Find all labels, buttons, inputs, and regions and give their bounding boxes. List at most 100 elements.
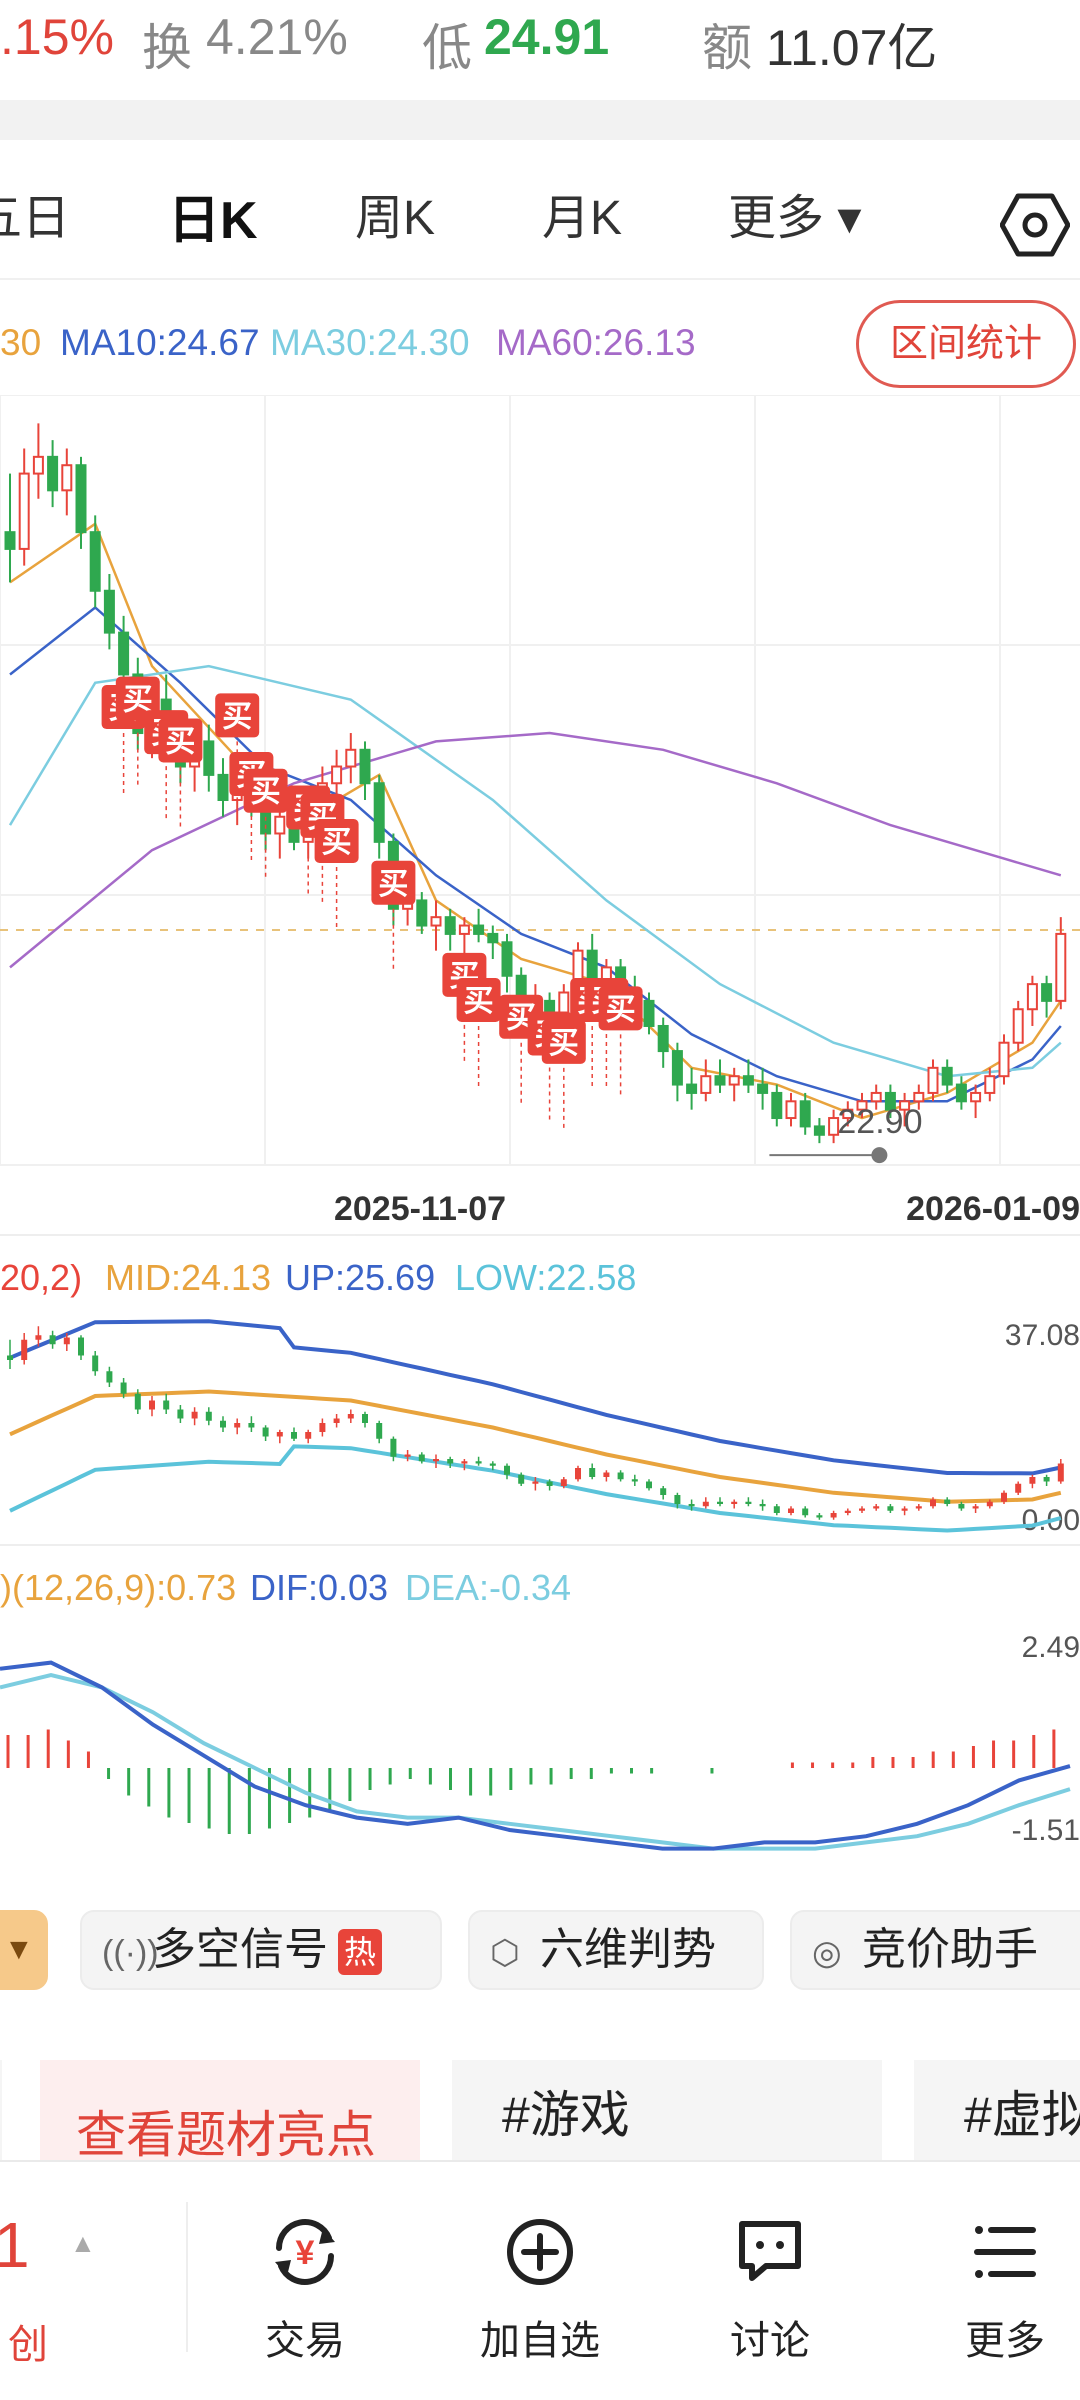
candle-body (927, 1066, 939, 1094)
boll-candle-body (873, 1506, 880, 1509)
chip-long-short-signal[interactable]: ((·))多空信号热 (80, 1910, 442, 1990)
boll-candle-body (788, 1508, 794, 1513)
buy-marker-badge (243, 768, 288, 813)
divider-band (0, 100, 1080, 140)
kline-chart-area[interactable]: 买买买买买买买买买买买买买买买买买买买 22.90 2025-11-07 2026… (0, 395, 1080, 1865)
boll-candle-body (660, 1488, 667, 1495)
candle-body (217, 773, 229, 801)
feature-chips: ▼ ((·))多空信号热 ⬡ 六维判势 ◎ 竞价助手 (0, 1905, 1080, 1995)
macd-dea-value: DEA:-0.34 (405, 1567, 571, 1608)
candle-body (1041, 983, 1053, 1002)
topic-highlight-card[interactable]: 查看题材亮点 (40, 2060, 420, 2160)
candle-body (359, 748, 371, 785)
buy-marker-label: 买 (251, 776, 281, 809)
buy-marker-badge (314, 818, 359, 863)
left-label: 创 (8, 2323, 48, 2367)
boll-candle-body (92, 1355, 99, 1372)
chip-auction-helper[interactable]: ◎ 竞价助手 (790, 1910, 1080, 1990)
boll-candle-body (134, 1393, 141, 1410)
candle-body (842, 1108, 854, 1120)
boll-y-top-label: 37.08 (1005, 1319, 1080, 1352)
range-stats-button[interactable]: 区间统计 (856, 300, 1076, 388)
boll-candle-body (816, 1515, 823, 1518)
candle-body (771, 1091, 783, 1120)
amount-value: 11.07亿 (766, 20, 938, 76)
candle-body (856, 1100, 868, 1111)
boll-candle-body (163, 1400, 170, 1410)
boll-candle-body (702, 1501, 709, 1507)
boll-candle-body (504, 1465, 510, 1475)
buy-marker-label: 买 (322, 826, 352, 859)
tab-more[interactable]: 更多 ▾ (728, 192, 862, 245)
boll-candle-body (717, 1501, 723, 1504)
candle-body (18, 472, 30, 550)
candle-body (870, 1091, 882, 1103)
boll-candle-body (546, 1481, 553, 1486)
settings-hexagon-icon[interactable] (1000, 190, 1070, 260)
candle-body (714, 1075, 726, 1086)
candle-body (274, 815, 286, 835)
boll-candle-body (63, 1337, 70, 1345)
candle-body (899, 1100, 911, 1111)
nav-add-watchlist-label: 加自选 (480, 2319, 600, 2363)
boll-candle-body (489, 1463, 496, 1466)
boll-candle-body (461, 1461, 468, 1464)
quote-stats-bar: .15% 换 4.21% 低 24.91 额 11.07亿 (0, 0, 1080, 76)
boll-candle-body (589, 1468, 596, 1477)
boll-candle-body (887, 1506, 894, 1511)
tab-monthly-k[interactable]: 月K (542, 192, 623, 245)
bottom-action-bar: 1 ▲ 创 ¥ 交易 加自选 讨论 更多 (0, 2160, 1080, 2400)
boll-candle-body (276, 1432, 283, 1437)
boll-candle-body (901, 1508, 908, 1511)
menu-list-icon (974, 2226, 1036, 2278)
topic-card-game[interactable]: #游戏 (452, 2060, 882, 2160)
nav-add-watchlist-button[interactable]: 加自选 (465, 2212, 615, 2366)
x-tick-label: 2026-01-09 (906, 1190, 1080, 1228)
boll-candle-body (21, 1339, 28, 1360)
boll-candle-body (560, 1479, 567, 1486)
tab-weekly-k[interactable]: 周K (355, 192, 436, 245)
candle-body (373, 782, 385, 843)
boll-candle-body (291, 1432, 297, 1439)
candle-body (700, 1075, 712, 1094)
buy-marker-badge (158, 718, 203, 763)
nav-more-label: 更多 (965, 2319, 1045, 2363)
buy-marker-badge (215, 693, 260, 738)
candle-body (89, 531, 101, 592)
boll-candle-body (177, 1409, 184, 1419)
boll-candle-body (830, 1513, 837, 1518)
signal-icon: ((·)) (102, 1934, 159, 1972)
auction-icon: ◎ (812, 1934, 842, 1972)
ma60-value: MA60:26.13 (496, 322, 696, 363)
candle-body (984, 1075, 996, 1094)
low-price-label: 22.90 (837, 1103, 922, 1141)
turnover-label: 换 (142, 20, 192, 76)
buy-marker-label: 买 (549, 1027, 579, 1060)
nav-more-button[interactable]: 更多 (930, 2212, 1080, 2366)
boll-candle-body (376, 1423, 383, 1439)
chip-expand[interactable]: ▼ (0, 1910, 48, 1990)
boll-candle-body (674, 1495, 681, 1504)
candle-body (1026, 983, 1038, 1011)
candle-body (686, 1083, 698, 1094)
nav-trade-button[interactable]: ¥ 交易 (230, 2212, 380, 2366)
boll-candle-body (390, 1438, 397, 1457)
tabs-divider (0, 278, 1080, 280)
buy-marker-label: 买 (222, 700, 252, 733)
tab-daily-k[interactable]: 日K (168, 192, 258, 250)
boll-candle-body (631, 1479, 638, 1482)
tab-five-day[interactable]: 五日 (0, 192, 71, 245)
chip-six-dimension[interactable]: ⬡ 六维判势 (468, 1910, 764, 1990)
ma10-value: MA10:24.67 (60, 322, 260, 363)
boll-candle-body (986, 1501, 993, 1507)
boll-candle-body (347, 1414, 354, 1419)
topic-card-virtual[interactable]: #虚拟 (914, 2060, 1080, 2160)
boll-candle-body (1057, 1463, 1064, 1482)
nav-discuss-button[interactable]: 讨论 (695, 2212, 845, 2366)
candle-body (1055, 932, 1067, 1002)
candle-body (1012, 1008, 1024, 1044)
boll-candle-body (220, 1420, 226, 1428)
boll-candle-body (262, 1427, 269, 1437)
low-dot (871, 1147, 888, 1164)
